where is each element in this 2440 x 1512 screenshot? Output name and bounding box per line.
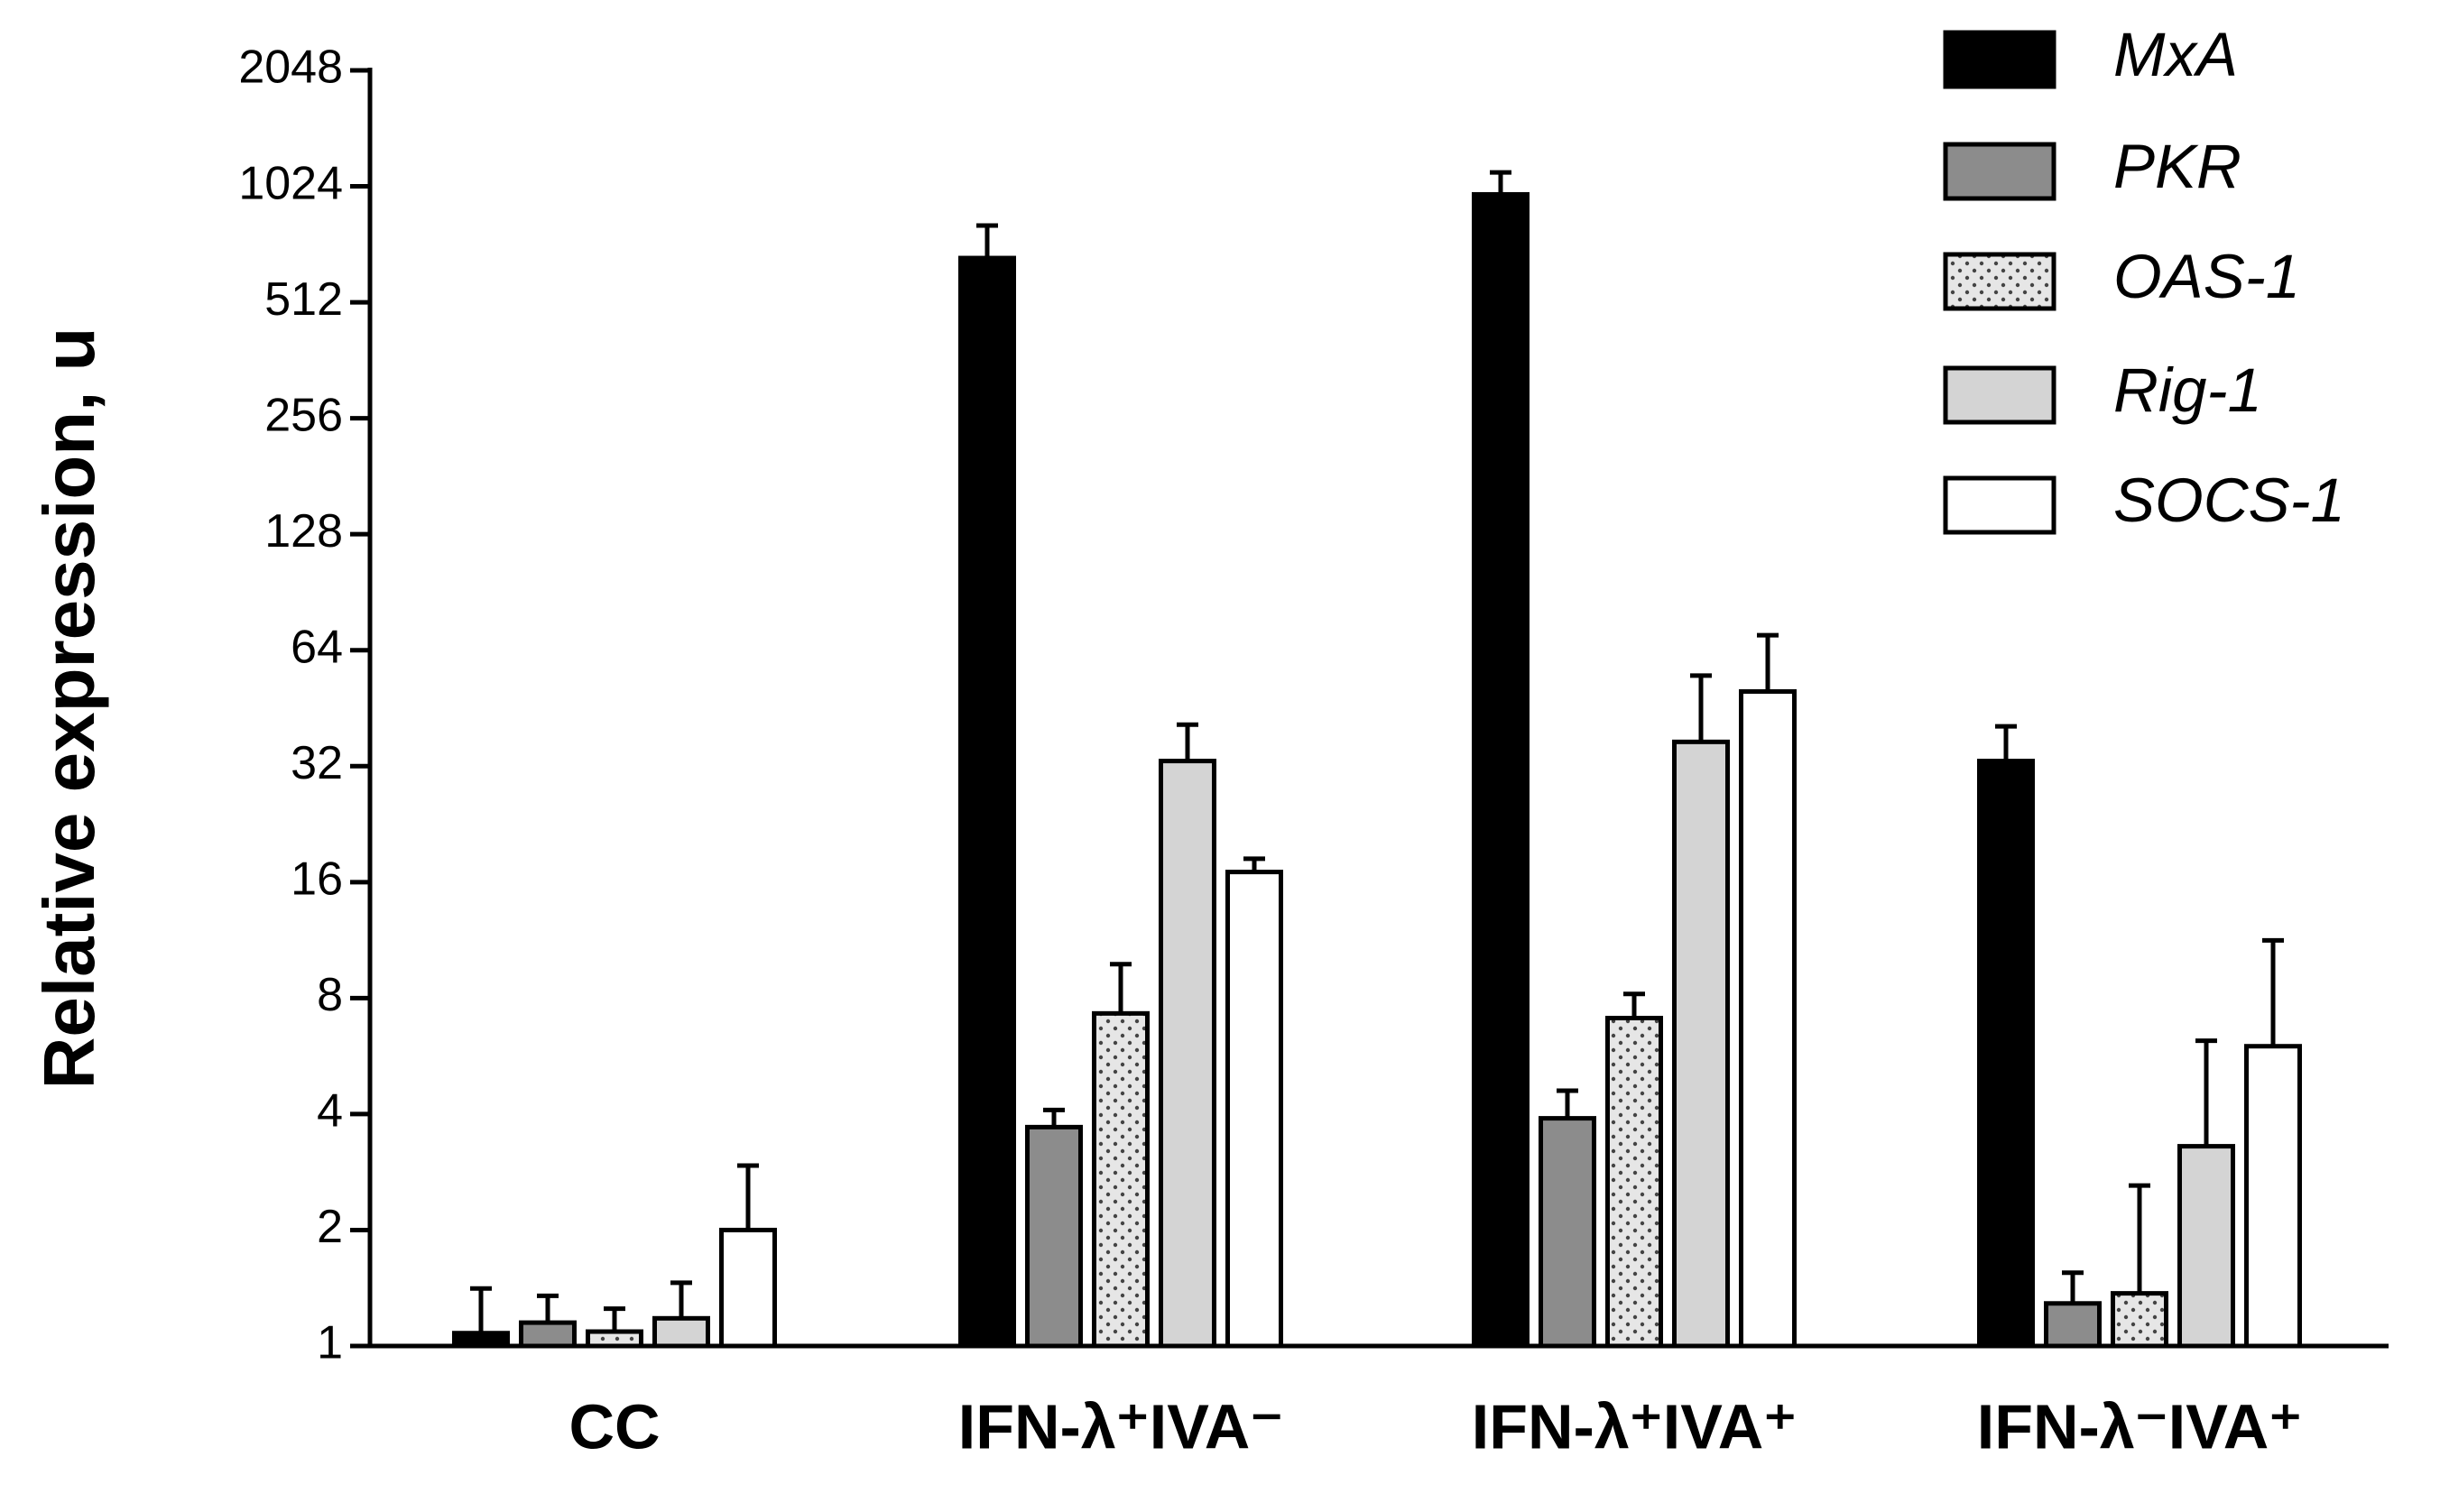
x-tick-label: IFN-λ⁺IVA⁺: [1472, 1391, 1797, 1461]
legend-label: PKR: [2113, 132, 2241, 201]
bar: [1977, 759, 2035, 1349]
bar: [2111, 1291, 2168, 1349]
legend-label: MxA: [2113, 20, 2238, 89]
legend-label: SOCS-1: [2113, 466, 2345, 535]
y-tick-label: 32: [291, 737, 343, 789]
bar: [2044, 1301, 2102, 1349]
y-axis-title: Relative expression, u: [29, 327, 109, 1090]
y-tick-label: 1: [317, 1317, 343, 1369]
x-tick-label: CC: [568, 1391, 660, 1461]
y-tick-label: 2048: [238, 41, 343, 94]
y-tick-label: 128: [264, 505, 343, 558]
bar: [1605, 1015, 1663, 1349]
legend-swatch: [1943, 30, 2056, 89]
legend-swatch: [1943, 365, 2056, 425]
bar: [719, 1227, 777, 1349]
bar: [1025, 1124, 1083, 1349]
legend-label: OAS-1: [2113, 242, 2300, 311]
bar: [1672, 739, 1730, 1349]
y-tick-label: 2: [317, 1201, 343, 1253]
y-tick-label: 512: [264, 273, 343, 326]
legend-swatch: [1943, 252, 2056, 311]
bar: [2244, 1044, 2302, 1349]
y-tick-label: 1024: [238, 157, 343, 209]
bar: [1159, 759, 1216, 1349]
legend-label: Rig-1: [2113, 355, 2262, 425]
bar: [1225, 870, 1283, 1349]
legend-swatch: [1943, 142, 2056, 201]
bar: [652, 1315, 710, 1349]
y-tick-label: 256: [264, 389, 343, 441]
legend-swatch: [1943, 475, 2056, 535]
bar: [519, 1320, 577, 1349]
x-tick-label: IFN-λ⁻IVA⁺: [1977, 1391, 2302, 1461]
bar: [1092, 1010, 1150, 1349]
bar: [958, 255, 1016, 1349]
y-tick-label: 64: [291, 621, 343, 673]
y-tick-label: 8: [317, 969, 343, 1021]
y-tick-label: 4: [317, 1085, 343, 1138]
bar: [1539, 1116, 1596, 1349]
bar: [1472, 191, 1530, 1349]
y-tick-label: 16: [291, 853, 343, 906]
bar: [1739, 689, 1797, 1349]
x-tick-label: IFN-λ⁺IVA⁻: [958, 1391, 1283, 1461]
bar: [2177, 1144, 2235, 1349]
